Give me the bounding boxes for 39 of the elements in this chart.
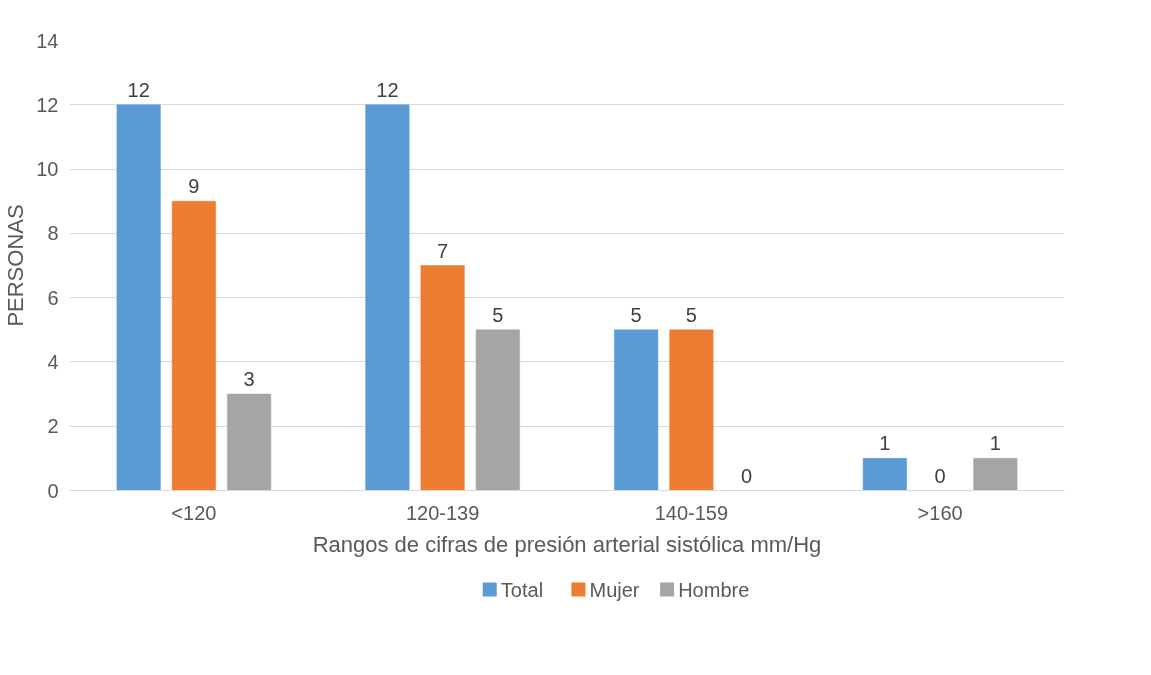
data-label: 3 xyxy=(243,368,255,391)
data-label: 0 xyxy=(741,464,753,487)
y-tick-label: 12 xyxy=(36,93,59,116)
bar xyxy=(365,104,410,491)
data-label: 1 xyxy=(989,432,1001,455)
data-label: 9 xyxy=(188,175,200,198)
y-axis-title: PERSONAS xyxy=(3,204,29,327)
bar xyxy=(973,458,1018,491)
bar xyxy=(614,329,659,491)
bar xyxy=(171,200,216,491)
data-label: 1 xyxy=(879,432,891,455)
y-tick-label: 10 xyxy=(36,158,59,181)
x-tick-label: <120 xyxy=(171,501,217,524)
data-label: 12 xyxy=(376,78,399,101)
y-tick-label: 8 xyxy=(47,222,59,245)
bar xyxy=(475,329,520,491)
data-label: 5 xyxy=(630,303,642,326)
bar xyxy=(116,104,161,491)
legend-label: Total xyxy=(500,578,544,601)
x-tick-label: 140-159 xyxy=(654,501,729,524)
x-axis-title: Rangos de cifras de presión arterial sistólica mm/Hg xyxy=(312,531,822,557)
x-tick-label: >160 xyxy=(917,501,963,524)
data-label: 12 xyxy=(127,78,150,101)
bar xyxy=(420,265,465,491)
y-tick-label: 14 xyxy=(36,29,59,52)
y-tick-label: 6 xyxy=(47,286,59,309)
data-label: 5 xyxy=(685,303,697,326)
data-label: 5 xyxy=(492,303,504,326)
y-tick-label: 2 xyxy=(47,415,59,438)
bar xyxy=(862,458,907,491)
data-label: 7 xyxy=(437,239,449,262)
legend-label: Mujer xyxy=(589,578,640,601)
x-tick-label: 120-139 xyxy=(405,501,480,524)
data-label: 0 xyxy=(934,464,946,487)
y-tick-label: 4 xyxy=(47,350,59,373)
y-tick-label: 0 xyxy=(47,479,59,502)
bar xyxy=(227,393,272,491)
legend-label: Hombre xyxy=(678,578,750,601)
bar xyxy=(669,329,714,491)
